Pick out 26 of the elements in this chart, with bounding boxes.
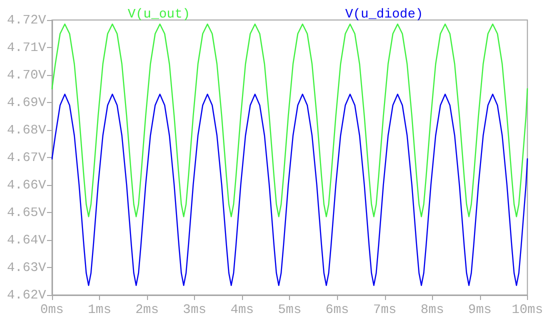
x-tick-label: 8ms: [420, 302, 444, 317]
y-tick-label: 4.67V: [6, 150, 46, 165]
text: V(u_diode): [345, 6, 424, 22]
x-tick-label: 5ms: [278, 302, 302, 317]
x-tick-label: 1ms: [88, 302, 112, 317]
x-tick-label: 6ms: [326, 302, 349, 317]
line-series: [51, 24, 528, 218]
y-tick-label: 4.68V: [6, 122, 46, 138]
x-tick-label: 2ms: [135, 302, 159, 317]
y-tick-label: 4.62V: [6, 288, 46, 302]
y-tick-label: 4.71V: [6, 40, 46, 55]
line-series: [51, 94, 528, 286]
x-tick-label: 0ms: [40, 302, 64, 317]
y-tick-label: 4.63V: [6, 260, 46, 275]
x-tick-label: 3ms: [182, 302, 206, 317]
y-tick-label: 4.70V: [6, 68, 46, 82]
x-tick-label: 7ms: [373, 302, 396, 317]
x-tick-label: 10ms: [512, 302, 544, 317]
y-tick-label: 4.72V: [6, 12, 46, 28]
x-tick-label: 4ms: [230, 302, 254, 317]
y-tick-label: 4.66V: [6, 178, 46, 192]
y-tick-label: 4.64V: [6, 232, 46, 248]
series-label: V(u_out): [128, 6, 190, 22]
x-tick-label: 9ms: [468, 302, 492, 317]
y-tick-label: 4.69V: [6, 95, 46, 110]
y-tick-label: 4.65V: [6, 205, 46, 220]
